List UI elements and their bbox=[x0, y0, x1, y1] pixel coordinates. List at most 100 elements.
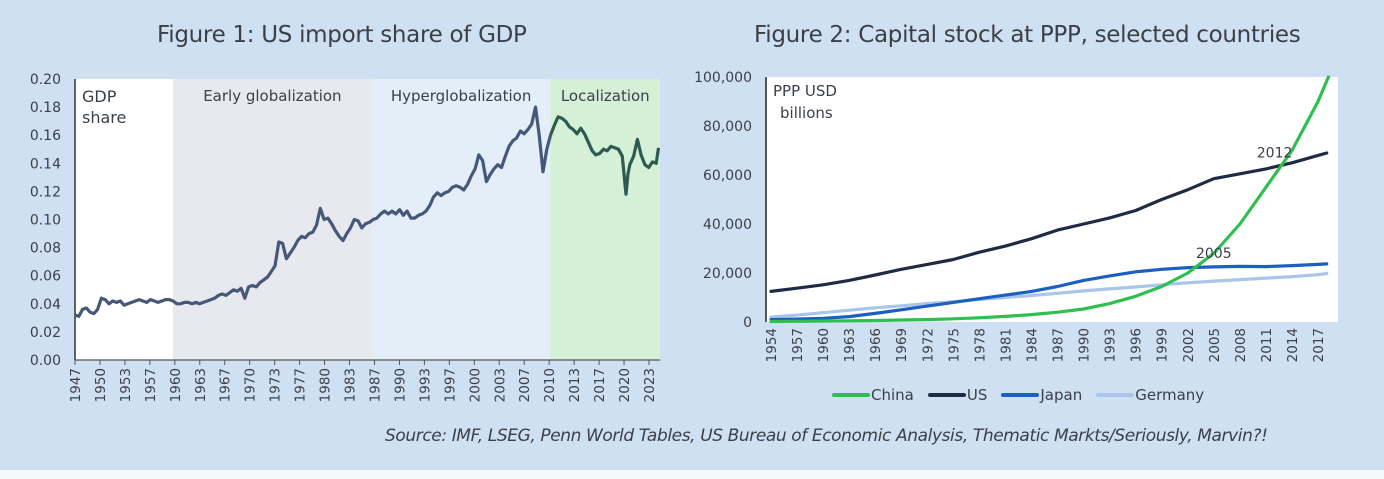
x-tick-label: 1990 bbox=[392, 368, 408, 402]
series-line-germany bbox=[769, 271, 1329, 319]
series-line-us bbox=[769, 151, 1329, 293]
x-tick-label: 2011 bbox=[1259, 328, 1275, 362]
x-tick-label: 2010 bbox=[542, 368, 558, 402]
legend-swatch-china bbox=[832, 393, 870, 397]
x-tick-label: 2008 bbox=[1233, 328, 1249, 362]
y-tick-label: 0.02 bbox=[30, 325, 61, 341]
x-tick-label: 1957 bbox=[790, 328, 806, 362]
x-tick-label: 1963 bbox=[842, 328, 858, 362]
x-tick-label: 1960 bbox=[168, 368, 184, 402]
y-tick-label: 0.04 bbox=[30, 297, 61, 313]
x-tick-label: 2002 bbox=[1181, 328, 1197, 362]
x-tick-label: 1963 bbox=[193, 368, 209, 402]
figure-1-title: Figure 1: US import share of GDP bbox=[157, 22, 527, 48]
y-tick-label: 0.16 bbox=[30, 128, 61, 144]
period-region-2 bbox=[371, 79, 551, 360]
x-tick-label: 1996 bbox=[1129, 328, 1145, 362]
import-share-line-localization bbox=[549, 115, 661, 196]
plot-area bbox=[766, 77, 1338, 322]
y-tick-label: 0.14 bbox=[30, 156, 61, 172]
y-tick-label: 0.20 bbox=[30, 72, 61, 88]
legend-item-china: China bbox=[832, 386, 914, 404]
series-line-china bbox=[769, 75, 1331, 324]
y-tick-label: 0.18 bbox=[30, 100, 61, 116]
y-tick-label: 0.10 bbox=[30, 213, 61, 229]
x-tick-label: 2014 bbox=[1285, 328, 1301, 362]
y-tick-label: 0.00 bbox=[30, 353, 61, 369]
legend-swatch-germany bbox=[1096, 393, 1135, 397]
legend-label-us: US bbox=[966, 386, 988, 404]
x-tick-label: 1967 bbox=[218, 368, 234, 402]
y-tick-label: 20,000 bbox=[703, 266, 752, 282]
x-tick-label: 1984 bbox=[1024, 328, 1040, 362]
x-tick-label: 1983 bbox=[343, 368, 359, 402]
x-tick-label: 1950 bbox=[93, 368, 109, 402]
x-tick-label: 1981 bbox=[998, 328, 1014, 362]
crossover-annotation: 2012 bbox=[1257, 146, 1293, 162]
x-tick-label: 1993 bbox=[1103, 328, 1119, 362]
x-tick-label: 1954 bbox=[764, 328, 780, 362]
legend-item-us: US bbox=[927, 386, 988, 404]
x-tick-label: 2023 bbox=[642, 368, 658, 402]
x-tick-label: 2020 bbox=[617, 368, 633, 402]
x-tick-label: 1972 bbox=[920, 328, 936, 362]
x-tick-label: 1960 bbox=[816, 328, 832, 362]
y-tick-label: 100,000 bbox=[694, 70, 752, 86]
x-tick-label: 2000 bbox=[467, 368, 483, 402]
legend-label-japan: Japan bbox=[1040, 386, 1083, 404]
x-tick-label: 1977 bbox=[293, 368, 309, 402]
x-tick-label: 1978 bbox=[972, 328, 988, 362]
x-tick-label: 2007 bbox=[517, 368, 533, 402]
y-tick-label: 0 bbox=[743, 315, 752, 331]
x-tick-label: 1947 bbox=[68, 368, 84, 402]
x-tick-label: 1990 bbox=[1077, 328, 1093, 362]
x-tick-label: 2017 bbox=[1311, 328, 1327, 362]
x-tick-label: 1987 bbox=[1051, 328, 1067, 362]
x-tick-label: 1973 bbox=[268, 368, 284, 402]
x-tick-label: 1969 bbox=[894, 328, 910, 362]
figure-2-title: Figure 2: Capital stock at PPP, selected… bbox=[754, 22, 1301, 48]
legend-label-germany: Germany bbox=[1135, 386, 1205, 404]
y-axis-annotation: PPP USD bbox=[773, 82, 837, 100]
source-note: Source: IMF, LSEG, Penn World Tables, US… bbox=[385, 426, 1268, 446]
y-tick-label: 80,000 bbox=[703, 119, 752, 135]
y-tick-label: 40,000 bbox=[703, 217, 752, 233]
legend-swatch-us bbox=[927, 393, 966, 397]
y-axis-annotation: GDP bbox=[82, 87, 117, 106]
x-tick-label: 2013 bbox=[567, 368, 583, 402]
y-axis-annotation: share bbox=[82, 108, 126, 127]
x-tick-label: 1980 bbox=[318, 368, 334, 402]
x-tick-label: 1999 bbox=[1155, 328, 1171, 362]
y-tick-label: 0.08 bbox=[30, 241, 61, 257]
y-axis-annotation: billions bbox=[780, 104, 833, 122]
x-tick-label: 1953 bbox=[118, 368, 134, 402]
y-tick-label: 60,000 bbox=[703, 168, 752, 184]
period-label: Localization bbox=[561, 87, 650, 105]
legend-label-china: China bbox=[871, 386, 914, 404]
x-tick-label: 1993 bbox=[417, 368, 433, 402]
legend-item-germany: Germany bbox=[1096, 386, 1204, 404]
x-tick-label: 1957 bbox=[143, 368, 159, 402]
import-share-line bbox=[74, 105, 553, 318]
x-tick-label: 2017 bbox=[592, 368, 608, 402]
x-tick-label: 1987 bbox=[367, 368, 383, 402]
series-line-japan bbox=[769, 262, 1329, 322]
x-tick-label: 1966 bbox=[868, 328, 884, 362]
x-tick-label: 1975 bbox=[946, 328, 962, 362]
period-region-1 bbox=[173, 79, 372, 360]
y-tick-label: 0.12 bbox=[30, 184, 61, 200]
figure-2-legend: China US Japan Germany bbox=[832, 386, 1204, 404]
crossover-annotation: 2005 bbox=[1196, 246, 1232, 262]
legend-item-japan: Japan bbox=[1001, 386, 1082, 404]
x-tick-label: 1997 bbox=[442, 368, 458, 402]
y-tick-label: 0.06 bbox=[30, 269, 61, 285]
period-label: Early globalization bbox=[203, 87, 341, 105]
x-tick-label: 1970 bbox=[243, 368, 259, 402]
bottom-strip bbox=[0, 470, 1384, 479]
x-tick-label: 2005 bbox=[1207, 328, 1223, 362]
x-tick-label: 2003 bbox=[492, 368, 508, 402]
legend-swatch-japan bbox=[1001, 393, 1040, 397]
period-label: Hyperglobalization bbox=[391, 87, 532, 105]
